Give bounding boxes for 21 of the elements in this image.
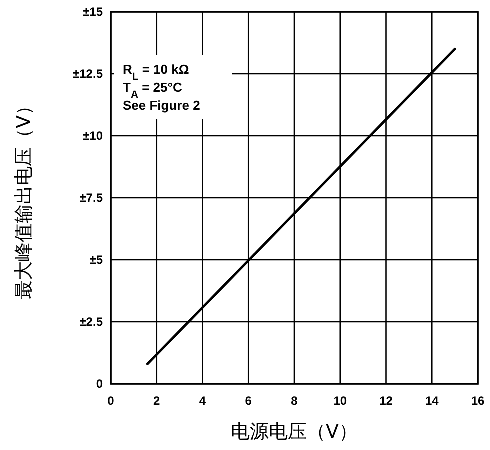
y-axis-title: 最大峰值输出电压（V） — [13, 96, 35, 300]
y-tick-label: ±12.5 — [73, 67, 104, 81]
y-tick-label: 0 — [96, 377, 104, 391]
y-tick-label: ±2.5 — [80, 315, 104, 329]
annotation: T$_{A}$ = 25°C — [123, 80, 183, 100]
x-tick-label: 14 — [425, 394, 440, 408]
x-tick-label: 6 — [245, 394, 252, 408]
x-tick-label: 0 — [108, 394, 115, 408]
x-axis-title: 电源电压（V） — [231, 421, 358, 443]
y-tick-label: ±7.5 — [80, 191, 104, 205]
y-tick-label: ±10 — [83, 129, 104, 143]
x-tick-label: 8 — [291, 394, 298, 408]
x-tick-label: 10 — [334, 394, 348, 408]
y-tick-label: ±15 — [83, 5, 104, 19]
x-tick-label: 16 — [471, 394, 485, 408]
annotation: R$_{L}$ = 10 kΩ — [123, 62, 190, 82]
y-tick-label: ±5 — [90, 253, 104, 267]
x-tick-label: 12 — [380, 394, 394, 408]
annotation: See Figure 2 — [123, 98, 200, 113]
x-tick-label: 4 — [199, 394, 206, 408]
x-tick-label: 2 — [154, 394, 161, 408]
